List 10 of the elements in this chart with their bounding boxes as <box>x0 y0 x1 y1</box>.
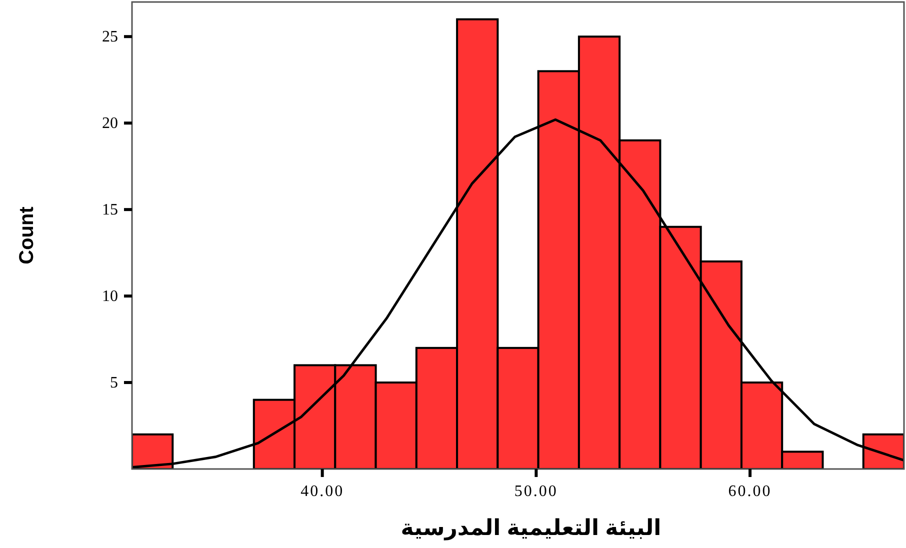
x-tick-label: 50.00 <box>514 483 558 500</box>
y-tick-label: 20 <box>102 115 118 132</box>
x-tick-label: 40.00 <box>300 483 344 500</box>
x-axis-title: البيئة التعليمية المدرسية <box>400 515 662 541</box>
y-tick-label: 25 <box>102 28 118 46</box>
y-axis-title: Count <box>16 206 38 264</box>
y-tick-label: 5 <box>110 374 118 392</box>
y-tick-label: 15 <box>102 202 118 219</box>
x-tick-label: 60.00 <box>728 483 772 500</box>
y-tick-label: 10 <box>102 288 118 306</box>
